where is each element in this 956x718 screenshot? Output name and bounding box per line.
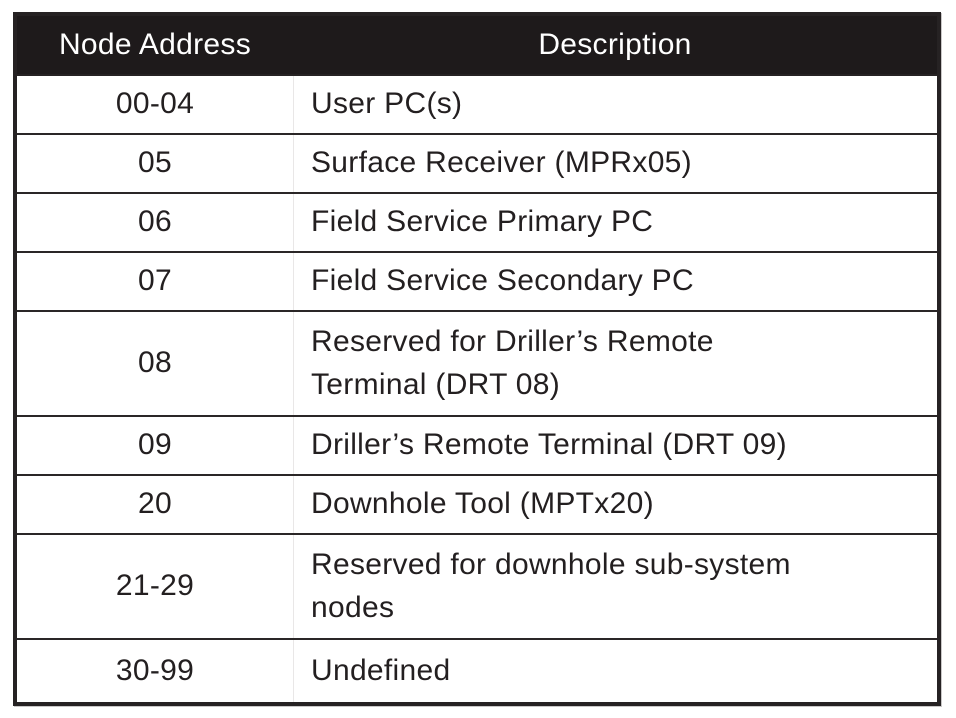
- table-row: 30-99 Undefined: [17, 640, 937, 702]
- table-row: 00-04 User PC(s): [17, 76, 937, 135]
- table-row: 20 Downhole Tool (MPTx20): [17, 476, 937, 535]
- description-cell: Reserved for downhole sub-system nodes: [293, 535, 937, 638]
- table-row: 08 Reserved for Driller’s Remote Termina…: [17, 312, 937, 417]
- table-row: 07 Field Service Secondary PC: [17, 253, 937, 312]
- table-header-row: Node Address Description: [17, 16, 937, 76]
- address-cell: 06: [138, 205, 172, 239]
- description-cell: Surface Receiver (MPRx05): [293, 135, 937, 192]
- description-cell: User PC(s): [293, 76, 937, 133]
- column-header-node-address: Node Address: [58, 27, 252, 61]
- column-header-description: Description: [538, 27, 692, 61]
- address-cell: 07: [138, 264, 172, 298]
- description-cell: Driller’s Remote Terminal (DRT 09): [293, 417, 937, 474]
- table-row: 09 Driller’s Remote Terminal (DRT 09): [17, 417, 937, 476]
- address-cell: 05: [138, 146, 172, 180]
- description-cell: Reserved for Driller’s Remote Terminal (…: [293, 312, 937, 415]
- address-cell: 09: [138, 428, 172, 462]
- description-cell: Undefined: [293, 640, 937, 702]
- table-row: 21-29 Reserved for downhole sub-system n…: [17, 535, 937, 640]
- node-address-table: Node Address Description 00-04 User PC(s…: [13, 12, 941, 706]
- address-cell: 20: [138, 487, 172, 521]
- description-cell: Field Service Secondary PC: [293, 253, 937, 310]
- description-cell: Field Service Primary PC: [293, 194, 937, 251]
- table-row: 05 Surface Receiver (MPRx05): [17, 135, 937, 194]
- address-cell: 00-04: [115, 87, 195, 121]
- address-cell: 30-99: [115, 653, 195, 687]
- description-cell: Downhole Tool (MPTx20): [293, 476, 937, 533]
- table-row: 06 Field Service Primary PC: [17, 194, 937, 253]
- address-cell: 08: [138, 346, 172, 380]
- address-cell: 21-29: [115, 569, 195, 603]
